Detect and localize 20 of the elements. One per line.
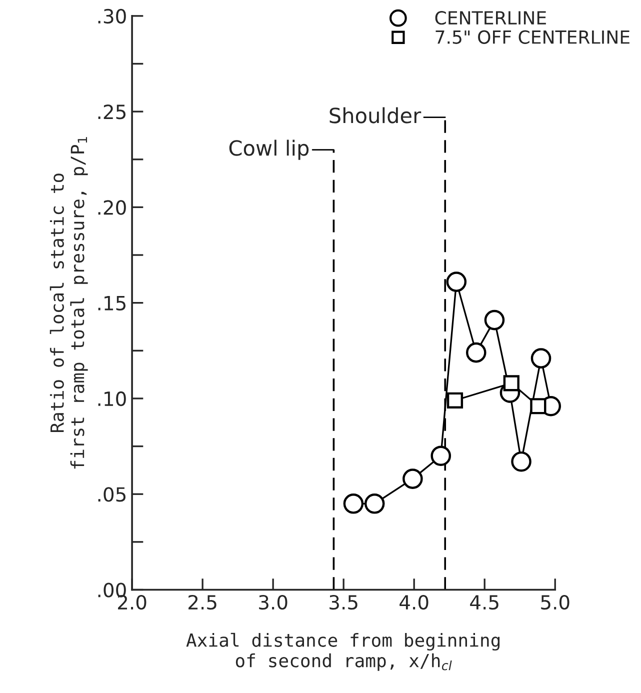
y-tick-label: .10 [98,391,126,406]
x-tick-label: 4.0 [400,594,428,610]
x-tick-label: 2.0 [118,594,146,610]
y-tick-label: .25 [98,104,126,120]
legend-label: 7.5" OFF CENTERLINE [436,30,630,44]
x-tick-label: 3.0 [259,594,288,610]
y-axis-title: Ratio of local static to first ramp total pressure, p/P$_{1}$ [50,137,88,469]
legend-label: CENTERLINE [435,11,546,25]
x-tick-label: 4.5 [470,595,498,610]
y-tick-label: .20 [98,200,126,215]
x-tick-label: 2.5 [188,594,216,610]
ref-line-label: Cowl lip [229,140,309,160]
y-tick-label: .00 [98,582,126,598]
y-tick-label: .30 [98,8,126,24]
ref-line-label: Shoulder [330,107,422,124]
y-tick-label: .05 [98,487,126,502]
x-tick-label: 5.0 [541,594,570,610]
x-tick-label: 3.5 [330,594,358,610]
y-tick-label: .15 [98,296,126,311]
x-axis-title: Axial distance from beginning of second ramp, x/h$_{cl}$ [186,632,500,671]
